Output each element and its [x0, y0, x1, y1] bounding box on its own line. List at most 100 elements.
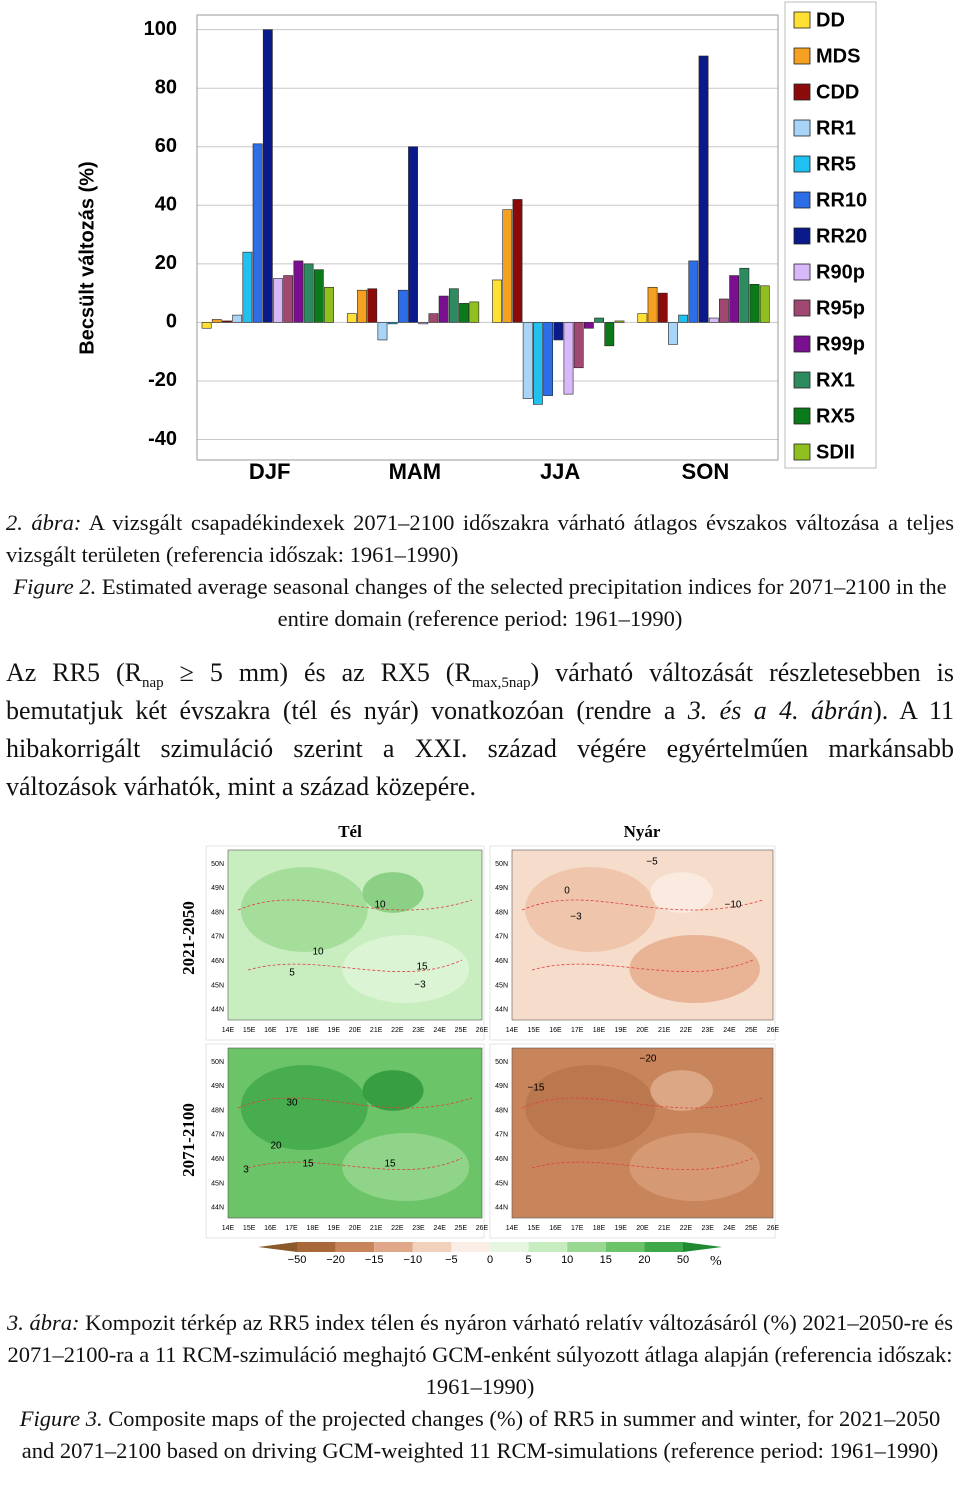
legend-label: SDII: [816, 441, 855, 463]
lat-label: 49N: [495, 1083, 508, 1090]
caption-label: Figure 2.: [13, 574, 97, 599]
bar: [668, 322, 678, 345]
lon-label: 15E: [243, 1027, 256, 1034]
colorbar-label: 20: [638, 1254, 650, 1266]
bar: [583, 322, 594, 329]
bar: [273, 278, 283, 323]
bar: [719, 298, 729, 323]
bar: [428, 313, 439, 323]
bar: [252, 143, 263, 323]
colorbar-segment: [374, 1242, 413, 1252]
lat-label: 50N: [495, 861, 508, 868]
lon-label: 26E: [767, 1225, 780, 1232]
subscript: max,5nap: [471, 675, 531, 691]
text: Az RR5 (R: [6, 658, 142, 687]
lon-label: 23E: [412, 1027, 425, 1034]
lon-label: 24E: [433, 1027, 446, 1034]
border-line: [521, 1097, 764, 1170]
bar: [377, 322, 388, 341]
x-tick-label: MAM: [389, 459, 442, 484]
caption-text: Kompozit térkép az RR5 index télen és ny…: [7, 1310, 953, 1399]
lon-label: 25E: [745, 1225, 758, 1232]
map-region: [362, 872, 424, 913]
bar: [759, 285, 770, 323]
caption-text: Composite maps of the projected changes …: [21, 1406, 941, 1463]
y-tick-label: -20: [148, 369, 177, 391]
colorbar-label: 15: [600, 1254, 612, 1266]
bar: [313, 269, 324, 323]
bar: [739, 267, 750, 323]
lon-label: 15E: [528, 1027, 541, 1034]
column-title: Tél: [338, 822, 362, 841]
colorbar-end: [258, 1242, 297, 1252]
y-tick-label: 100: [144, 18, 177, 40]
contour-label: −5: [646, 857, 658, 868]
lat-label: 48N: [495, 909, 508, 916]
border-line: [237, 1097, 473, 1170]
contour-label: 5: [289, 968, 295, 979]
caption-label: Figure 3.: [19, 1406, 103, 1431]
lon-label: 19E: [615, 1027, 628, 1034]
bar: [688, 260, 699, 323]
map-region: [342, 935, 470, 1003]
lon-label: 22E: [391, 1027, 404, 1034]
border-line: [237, 899, 473, 972]
lat-label: 45N: [211, 1180, 224, 1187]
lat-label: 48N: [211, 1107, 224, 1114]
colorbar-label: −15: [365, 1254, 384, 1266]
bar: [418, 322, 429, 325]
lon-label: 22E: [680, 1225, 693, 1232]
lon-label: 25E: [455, 1027, 468, 1034]
bar: [324, 286, 334, 323]
row-title: 2071-2100: [179, 1103, 198, 1177]
contour-label: 15: [302, 1159, 314, 1170]
legend-swatch: [793, 299, 811, 317]
lon-label: 25E: [455, 1225, 468, 1232]
colorbar-segment: [335, 1242, 375, 1252]
map-region: [525, 867, 656, 952]
y-tick-label: 80: [155, 76, 177, 98]
legend-label: MDS: [816, 45, 860, 67]
contour-label: 10: [312, 947, 324, 958]
caption-label: 3. ábra:: [7, 1310, 80, 1335]
lon-label: 14E: [222, 1225, 235, 1232]
bar: [647, 286, 658, 323]
bar: [573, 322, 584, 369]
bar: [543, 322, 553, 396]
bar: [448, 288, 459, 323]
figure2-caption: 2. ábra: A vizsgált csapadékindexek 2071…: [6, 507, 954, 635]
bar: [367, 288, 378, 323]
colorbar-segment: [451, 1242, 490, 1252]
colorbar-label: −5: [445, 1254, 458, 1266]
lat-label: 44N: [211, 1007, 224, 1014]
bar: [657, 292, 668, 323]
bar: [512, 199, 523, 323]
contour-label: −15: [528, 1083, 545, 1094]
contour-label: 3: [243, 1165, 249, 1176]
bar: [408, 146, 418, 323]
y-tick-label: -40: [148, 428, 177, 450]
lon-label: 18E: [306, 1027, 319, 1034]
map-figure: Tél Nyár 2021-2050 2071-2100 50N 49N 48N 47N 46N…: [179, 822, 780, 1269]
bar: [729, 275, 740, 323]
legend-label: RR1: [816, 117, 856, 139]
lat-label: 49N: [211, 885, 224, 892]
map-region: [629, 935, 760, 1003]
colorbar-segment: [644, 1242, 683, 1252]
colorbar-segment: [412, 1242, 452, 1252]
plot-frame: [196, 14, 779, 461]
lon-label: 21E: [370, 1225, 383, 1232]
y-tick-label: 0: [166, 311, 177, 333]
lon-label: 18E: [306, 1225, 319, 1232]
lon-label: 17E: [571, 1225, 584, 1232]
contour-label: 15: [416, 962, 428, 973]
lon-label: 14E: [222, 1027, 235, 1034]
colorbar-segment: [490, 1242, 529, 1252]
x-tick-label: DJF: [249, 459, 291, 484]
lon-label: 23E: [412, 1225, 425, 1232]
lon-label: 26E: [476, 1027, 489, 1034]
lon-label: 21E: [658, 1225, 671, 1232]
bar: [283, 275, 294, 323]
lon-label: 23E: [702, 1225, 715, 1232]
colorbar-segment: [605, 1242, 645, 1252]
